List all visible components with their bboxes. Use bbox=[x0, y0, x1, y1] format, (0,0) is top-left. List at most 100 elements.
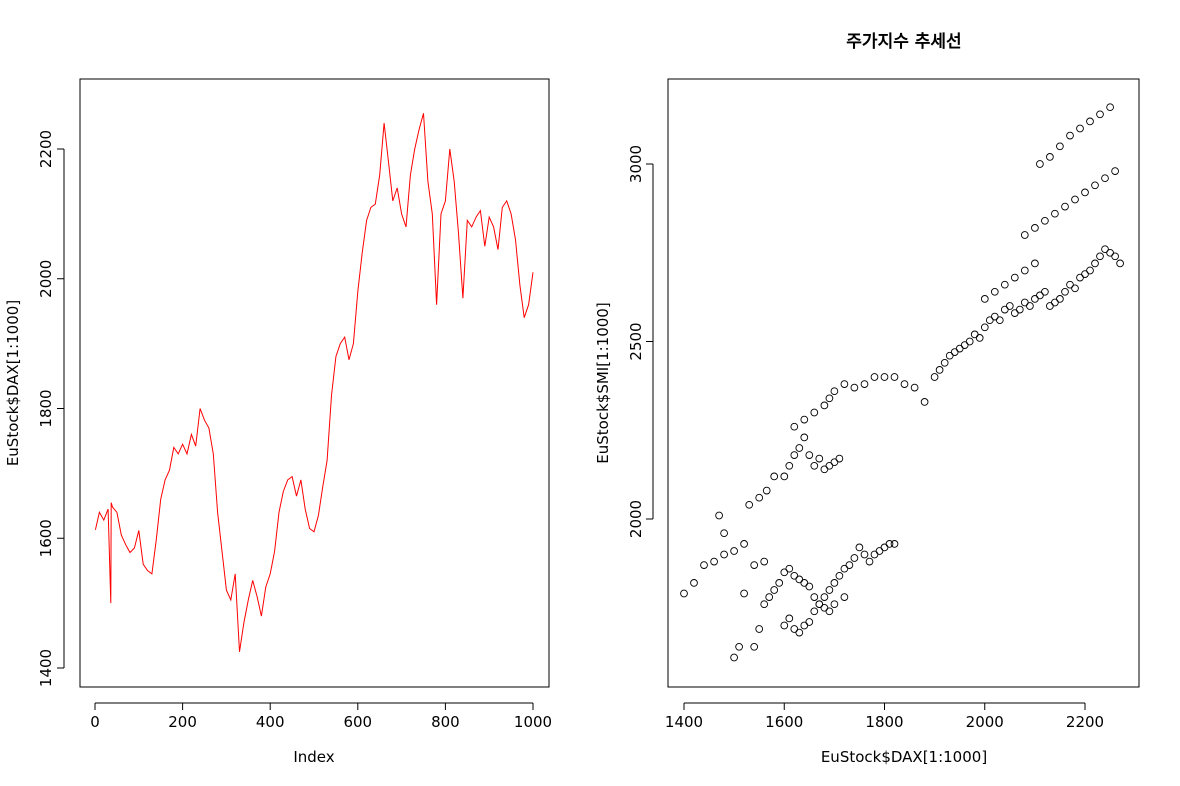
scatter-point bbox=[790, 451, 799, 459]
scatter-point bbox=[1076, 124, 1084, 133]
x-tick-label: 2000 bbox=[966, 713, 1004, 731]
scatter-point bbox=[1036, 160, 1044, 168]
y-axis-label-right: EuStock$SMI[1:1000] bbox=[594, 302, 612, 463]
scatter-point bbox=[760, 600, 769, 609]
x-tick-label: 800 bbox=[431, 713, 460, 731]
scatter-point bbox=[1091, 181, 1099, 190]
scatter-point bbox=[985, 316, 994, 325]
x-tick-label: 1600 bbox=[765, 713, 803, 731]
y-tick-label: 1400 bbox=[37, 649, 55, 687]
series-points-dax-smi bbox=[680, 103, 1124, 662]
scatter-point bbox=[810, 461, 819, 470]
y-axis-label-left: EuStock$DAX[1:1000] bbox=[4, 300, 22, 466]
scatter-point bbox=[765, 593, 774, 601]
scatter-point bbox=[940, 358, 949, 367]
scatter-point bbox=[820, 593, 829, 601]
scatter-point bbox=[755, 493, 764, 502]
scatter-point bbox=[820, 603, 829, 612]
scatter-point bbox=[830, 387, 839, 396]
scatter-point bbox=[1010, 309, 1019, 317]
scatter-point bbox=[730, 547, 738, 555]
y-tick-label: 2500 bbox=[627, 322, 645, 360]
scatter-point bbox=[750, 561, 759, 569]
scatter-point bbox=[1081, 188, 1089, 197]
scatter-point bbox=[975, 334, 984, 342]
scatter-point bbox=[830, 579, 839, 587]
scatter-point bbox=[845, 561, 854, 569]
scatter-point bbox=[730, 653, 738, 662]
scatter-point bbox=[775, 579, 784, 587]
scatter-point bbox=[865, 557, 874, 566]
scatter-point bbox=[835, 454, 844, 463]
y-tick-label: 2000 bbox=[37, 260, 55, 298]
scatter-point bbox=[860, 550, 869, 559]
scatter-point bbox=[800, 415, 809, 424]
scatter-point bbox=[735, 642, 743, 651]
scatter-point bbox=[930, 373, 939, 381]
scatter-point bbox=[1020, 266, 1029, 275]
scatter-point bbox=[785, 461, 794, 470]
scatter-point bbox=[1031, 259, 1039, 268]
scatter-point bbox=[810, 408, 819, 417]
scatter-point bbox=[885, 540, 894, 548]
scatter-point bbox=[1111, 167, 1119, 175]
scatter-point bbox=[900, 380, 909, 388]
scatter-point bbox=[960, 341, 969, 349]
scatter-point bbox=[995, 316, 1004, 325]
scatter-point bbox=[1096, 252, 1104, 261]
scatter-point bbox=[880, 373, 889, 381]
scatter-point bbox=[800, 621, 809, 630]
scatter-point bbox=[1000, 280, 1009, 289]
y-axis-right: 2000 2500 3000 bbox=[627, 145, 654, 538]
scatter-point bbox=[1031, 224, 1039, 232]
scatter-point bbox=[815, 454, 824, 463]
y-tick-label: 1800 bbox=[37, 389, 55, 427]
scatter-point bbox=[785, 614, 794, 623]
scatter-point bbox=[1101, 245, 1109, 254]
scatter-point bbox=[720, 550, 728, 559]
scatter-point bbox=[740, 540, 748, 548]
scatter-point bbox=[750, 642, 759, 651]
scatter-point bbox=[780, 621, 789, 630]
scatter-point bbox=[1086, 117, 1094, 126]
x-tick-label: 400 bbox=[256, 713, 285, 731]
scatter-point bbox=[825, 461, 834, 470]
scatter-point bbox=[1020, 231, 1029, 239]
scatter-point bbox=[870, 550, 879, 559]
line-chart-dax: 0 200 400 600 800 1000 1400 1600 1800 2000 2200 I… bbox=[4, 78, 552, 766]
y-axis-left: 1400 1600 1800 2000 2200 bbox=[37, 130, 65, 687]
scatter-point bbox=[1116, 259, 1124, 268]
chart-title-right: 주가지수 추세선 bbox=[846, 32, 961, 52]
scatter-point bbox=[980, 323, 989, 332]
scatter-point bbox=[1051, 209, 1059, 218]
scatter-point bbox=[1076, 273, 1084, 282]
scatter-point bbox=[740, 589, 748, 598]
scatter-point bbox=[855, 543, 864, 552]
scatter-point bbox=[920, 398, 929, 406]
x-tick-label: 200 bbox=[168, 713, 197, 731]
scatter-point bbox=[805, 618, 814, 626]
scatter-point bbox=[965, 337, 974, 346]
scatter-point bbox=[1000, 305, 1009, 314]
x-tick-label: 0 bbox=[90, 713, 100, 731]
scatter-point bbox=[875, 547, 884, 555]
y-tick-label: 2200 bbox=[37, 130, 55, 168]
scatter-point bbox=[1106, 248, 1114, 257]
scatter-point bbox=[1086, 266, 1094, 275]
scatter-point bbox=[860, 380, 869, 388]
scatter-point bbox=[1056, 142, 1064, 151]
scatter-point bbox=[870, 373, 879, 381]
scatter-point bbox=[785, 564, 794, 573]
x-axis-left: 0 200 400 600 800 1000 bbox=[90, 702, 552, 731]
scatter-point bbox=[970, 330, 979, 339]
scatter-point bbox=[1066, 131, 1074, 140]
scatter-point bbox=[1020, 298, 1029, 307]
scatter-point bbox=[1061, 287, 1069, 296]
scatter-point bbox=[850, 383, 859, 392]
scatter-point bbox=[950, 348, 959, 356]
scatter-point bbox=[830, 458, 839, 467]
scatter-point bbox=[1111, 252, 1119, 261]
scatter-point bbox=[795, 575, 804, 584]
scatter-point bbox=[1026, 302, 1034, 310]
